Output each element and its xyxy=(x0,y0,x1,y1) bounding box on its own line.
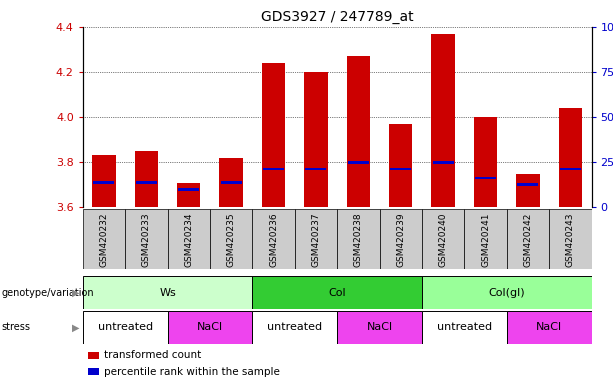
Bar xyxy=(304,72,327,207)
Bar xyxy=(507,209,549,269)
Bar xyxy=(93,181,115,184)
Text: transformed count: transformed count xyxy=(104,350,202,360)
Text: NaCl: NaCl xyxy=(367,322,392,333)
Bar xyxy=(560,167,581,170)
Text: Col(gl): Col(gl) xyxy=(489,288,525,298)
Text: NaCl: NaCl xyxy=(536,322,562,333)
Text: Ws: Ws xyxy=(159,288,176,298)
Bar xyxy=(389,124,413,207)
Bar xyxy=(507,311,592,344)
Bar xyxy=(475,177,496,179)
Bar xyxy=(253,209,295,269)
Bar xyxy=(348,161,369,164)
Text: GSM420235: GSM420235 xyxy=(227,212,235,267)
Bar xyxy=(390,167,411,170)
Text: GSM420243: GSM420243 xyxy=(566,212,575,267)
Bar xyxy=(337,209,379,269)
Bar xyxy=(347,56,370,207)
Text: GSM420239: GSM420239 xyxy=(396,212,405,267)
Text: GSM420237: GSM420237 xyxy=(311,212,321,267)
Bar xyxy=(219,158,243,207)
Text: stress: stress xyxy=(1,322,30,333)
Text: ▶: ▶ xyxy=(72,322,79,333)
Text: GSM420241: GSM420241 xyxy=(481,212,490,267)
Bar xyxy=(177,182,200,207)
Text: GSM420236: GSM420236 xyxy=(269,212,278,267)
Bar xyxy=(474,117,497,207)
Text: untreated: untreated xyxy=(267,322,322,333)
Text: GSM420240: GSM420240 xyxy=(439,212,447,267)
Bar xyxy=(83,276,253,309)
Text: GSM420234: GSM420234 xyxy=(185,212,193,267)
Text: GSM420238: GSM420238 xyxy=(354,212,363,267)
Bar xyxy=(178,188,199,191)
Bar xyxy=(379,209,422,269)
Bar xyxy=(517,183,538,186)
Bar xyxy=(433,161,454,164)
Bar xyxy=(516,174,539,207)
Bar xyxy=(263,167,284,170)
Bar xyxy=(422,276,592,309)
Bar xyxy=(422,311,507,344)
Bar xyxy=(422,209,464,269)
Bar xyxy=(210,209,253,269)
Bar xyxy=(167,311,253,344)
Text: GSM420233: GSM420233 xyxy=(142,212,151,267)
Bar xyxy=(125,209,167,269)
Bar xyxy=(305,167,327,170)
Bar xyxy=(136,181,157,184)
Bar xyxy=(83,209,125,269)
Bar xyxy=(88,368,99,375)
Bar xyxy=(432,34,455,207)
Text: untreated: untreated xyxy=(437,322,492,333)
Bar xyxy=(253,276,422,309)
Bar xyxy=(337,311,422,344)
Text: GSM420232: GSM420232 xyxy=(99,212,109,267)
Bar xyxy=(88,352,99,359)
Title: GDS3927 / 247789_at: GDS3927 / 247789_at xyxy=(261,10,413,25)
Bar xyxy=(221,181,242,184)
Bar xyxy=(167,209,210,269)
Bar xyxy=(295,209,337,269)
Bar xyxy=(93,156,116,207)
Bar xyxy=(558,108,582,207)
Text: Col: Col xyxy=(329,288,346,298)
Bar xyxy=(135,151,158,207)
Text: NaCl: NaCl xyxy=(197,322,223,333)
Text: genotype/variation: genotype/variation xyxy=(1,288,94,298)
Text: GSM420242: GSM420242 xyxy=(524,212,533,266)
Text: percentile rank within the sample: percentile rank within the sample xyxy=(104,367,280,377)
Bar xyxy=(465,209,507,269)
Bar xyxy=(83,311,167,344)
Bar xyxy=(549,209,592,269)
Bar xyxy=(262,63,285,207)
Text: ▶: ▶ xyxy=(72,288,79,298)
Text: untreated: untreated xyxy=(97,322,153,333)
Bar xyxy=(253,311,337,344)
